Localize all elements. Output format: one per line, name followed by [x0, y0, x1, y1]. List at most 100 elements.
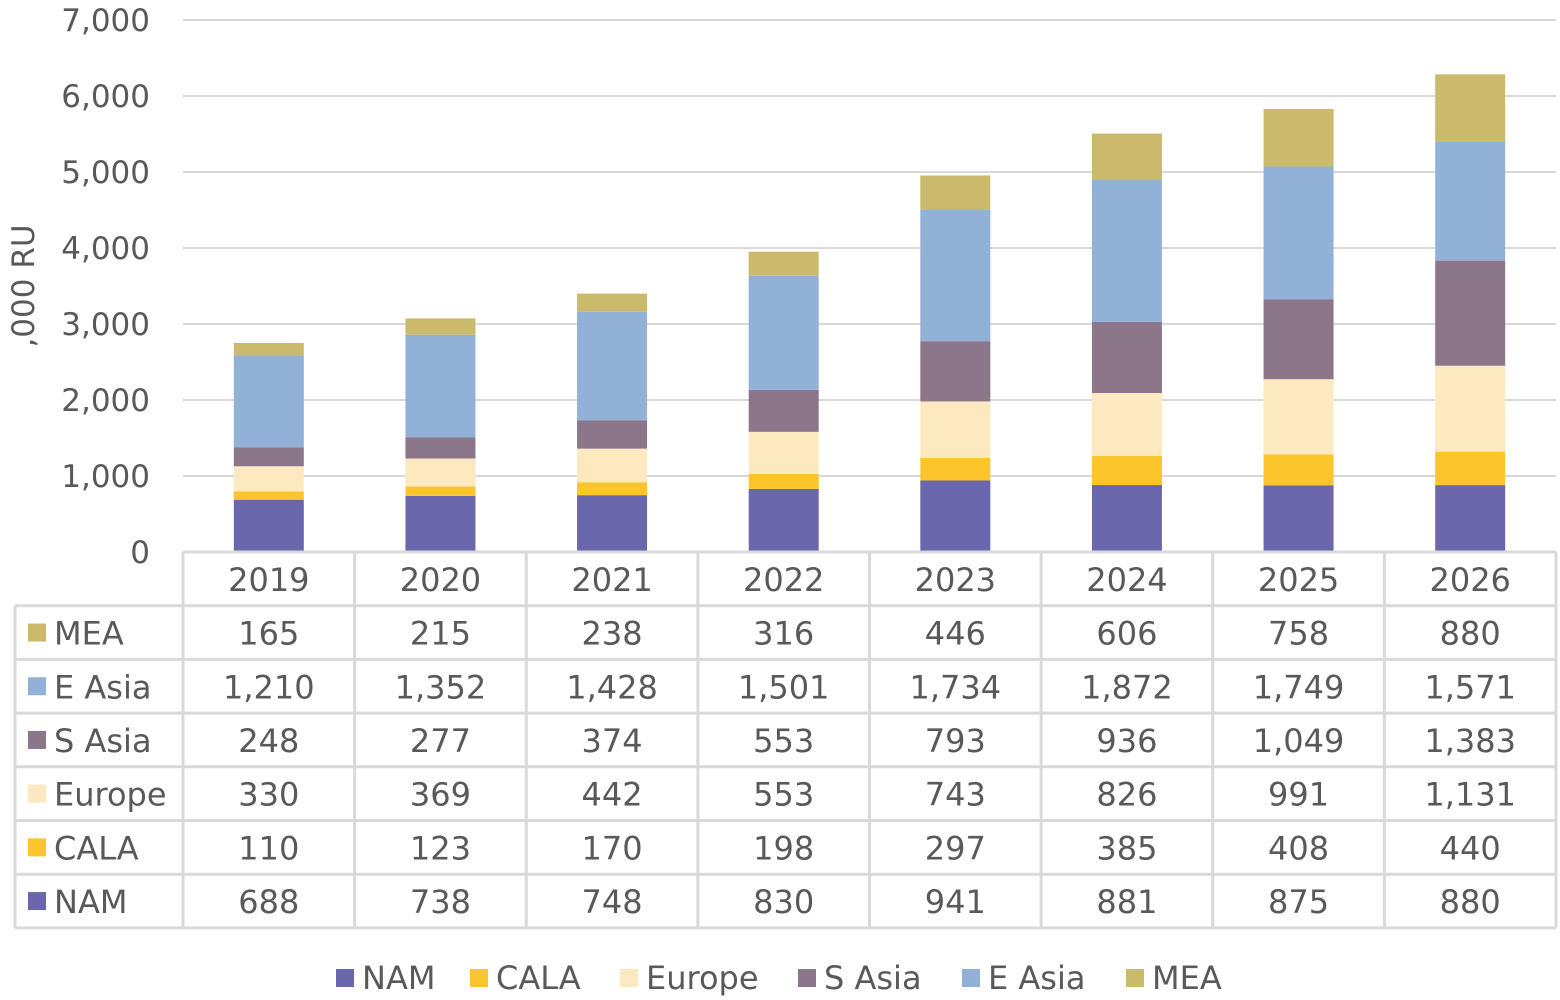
data-label: 123 — [410, 829, 471, 867]
x-tick-label: 2020 — [400, 561, 481, 599]
data-label: 991 — [1268, 776, 1329, 814]
bar-cala-2024 — [1091, 455, 1162, 486]
bar-nam-2021 — [577, 495, 648, 552]
data-label: 880 — [1440, 615, 1501, 653]
bar-cala-2021 — [577, 482, 648, 496]
data-label: 1,352 — [395, 668, 487, 706]
y-tick-label: 6,000 — [61, 79, 150, 115]
data-label: 1,872 — [1081, 668, 1173, 706]
data-label: 170 — [582, 829, 643, 867]
table-row-label: Europe — [54, 776, 167, 814]
bar-europe-2019 — [233, 466, 304, 492]
bar-nam-2024 — [1091, 485, 1162, 552]
bar-cala-2023 — [920, 457, 991, 481]
y-tick-label: 0 — [130, 535, 150, 571]
y-tick-label: 1,000 — [61, 459, 150, 495]
bar-e-asia-2022 — [748, 275, 819, 390]
data-label: 830 — [753, 883, 814, 921]
legend-label: Europe — [646, 959, 759, 997]
bar-nam-2020 — [405, 495, 476, 552]
data-label: 330 — [238, 776, 299, 814]
legend-label: E Asia — [988, 959, 1085, 997]
legend-label: CALA — [496, 959, 581, 997]
legend-swatch-cala — [470, 969, 488, 987]
data-label: 748 — [582, 883, 643, 921]
data-label: 369 — [410, 776, 471, 814]
data-label: 606 — [1096, 615, 1157, 653]
data-label: 440 — [1440, 829, 1501, 867]
bar-cala-2026 — [1435, 451, 1506, 486]
x-tick-label: 2021 — [571, 561, 652, 599]
data-label: 826 — [1096, 776, 1157, 814]
data-label: 793 — [925, 722, 986, 760]
data-label: 738 — [410, 883, 471, 921]
x-tick-label: 2023 — [915, 561, 996, 599]
data-label: 442 — [582, 776, 643, 814]
data-label: 1,210 — [223, 668, 315, 706]
y-tick-label: 2,000 — [61, 383, 150, 419]
legend-key-mea — [28, 623, 46, 642]
data-label: 1,383 — [1424, 722, 1516, 760]
bar-s-asia-2023 — [920, 341, 991, 402]
data-label: 1,131 — [1424, 776, 1516, 814]
table-row-label: S Asia — [54, 722, 152, 760]
data-label: 553 — [753, 722, 814, 760]
data-label: 1,501 — [738, 668, 830, 706]
bar-s-asia-2020 — [405, 437, 476, 459]
data-label: 1,049 — [1253, 722, 1345, 760]
y-axis-label: ,000 RU — [6, 224, 42, 347]
bar-mea-2020 — [405, 318, 476, 335]
bar-s-asia-2024 — [1091, 321, 1162, 394]
y-tick-label: 3,000 — [61, 307, 150, 343]
table-row-label: NAM — [54, 883, 127, 921]
legend-label: NAM — [362, 959, 435, 997]
bar-europe-2026 — [1435, 365, 1506, 452]
table-row-label: MEA — [54, 615, 124, 653]
bar-europe-2025 — [1263, 379, 1334, 455]
legend-swatch-e-asia — [962, 969, 980, 987]
x-tick-label: 2025 — [1258, 561, 1339, 599]
y-tick-label: 5,000 — [61, 155, 150, 191]
bar-nam-2025 — [1263, 485, 1334, 552]
x-tick-label: 2026 — [1429, 561, 1510, 599]
data-label: 248 — [238, 722, 299, 760]
legend-swatch-mea — [1126, 969, 1144, 987]
data-label: 316 — [753, 615, 814, 653]
legend-label: S Asia — [824, 959, 922, 997]
bar-e-asia-2026 — [1435, 141, 1506, 261]
bar-e-asia-2020 — [405, 334, 476, 438]
bar-mea-2024 — [1091, 133, 1162, 180]
bar-nam-2019 — [233, 499, 304, 552]
data-label: 385 — [1096, 829, 1157, 867]
legend-key-nam — [28, 892, 46, 911]
bar-s-asia-2021 — [577, 420, 648, 449]
bar-s-asia-2019 — [233, 447, 304, 467]
bar-mea-2019 — [233, 342, 304, 356]
data-label: 277 — [410, 722, 471, 760]
bar-nam-2022 — [748, 488, 819, 552]
bar-mea-2025 — [1263, 108, 1334, 167]
data-label: 238 — [582, 615, 643, 653]
data-label: 936 — [1096, 722, 1157, 760]
data-label: 881 — [1096, 883, 1157, 921]
data-label: 446 — [925, 615, 986, 653]
bar-mea-2026 — [1435, 74, 1506, 142]
bar-s-asia-2025 — [1263, 299, 1334, 380]
table-row-label: E Asia — [54, 668, 151, 706]
legend-swatch-europe — [620, 969, 638, 987]
bar-s-asia-2022 — [748, 389, 819, 432]
legend-key-cala — [28, 838, 46, 857]
bar-cala-2020 — [405, 486, 476, 496]
bar-mea-2021 — [577, 293, 648, 312]
bar-mea-2023 — [920, 175, 991, 210]
bar-e-asia-2019 — [233, 355, 304, 448]
legend-key-europe — [28, 784, 46, 803]
data-label: 374 — [582, 722, 643, 760]
x-tick-label: 2024 — [1086, 561, 1167, 599]
bar-europe-2024 — [1091, 393, 1162, 456]
bar-nam-2026 — [1435, 485, 1506, 552]
data-label: 215 — [410, 615, 471, 653]
data-label: 688 — [238, 883, 299, 921]
legend-label: MEA — [1152, 959, 1222, 997]
